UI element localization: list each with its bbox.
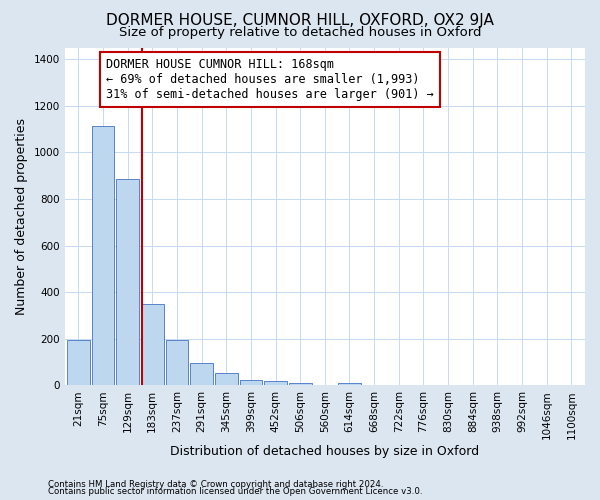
- Text: Size of property relative to detached houses in Oxford: Size of property relative to detached ho…: [119, 26, 481, 39]
- X-axis label: Distribution of detached houses by size in Oxford: Distribution of detached houses by size …: [170, 444, 479, 458]
- Bar: [141, 304, 164, 386]
- Bar: [67, 340, 89, 386]
- Text: DORMER HOUSE CUMNOR HILL: 168sqm
← 69% of detached houses are smaller (1,993)
31: DORMER HOUSE CUMNOR HILL: 168sqm ← 69% o…: [106, 58, 434, 100]
- Bar: [190, 364, 213, 386]
- Bar: [264, 382, 287, 386]
- Bar: [289, 383, 311, 386]
- Bar: [338, 383, 361, 386]
- Y-axis label: Number of detached properties: Number of detached properties: [15, 118, 28, 315]
- Bar: [239, 380, 262, 386]
- Bar: [92, 126, 114, 386]
- Text: DORMER HOUSE, CUMNOR HILL, OXFORD, OX2 9JA: DORMER HOUSE, CUMNOR HILL, OXFORD, OX2 9…: [106, 12, 494, 28]
- Bar: [166, 340, 188, 386]
- Bar: [116, 179, 139, 386]
- Bar: [215, 372, 238, 386]
- Text: Contains HM Land Registry data © Crown copyright and database right 2024.: Contains HM Land Registry data © Crown c…: [48, 480, 383, 489]
- Text: Contains public sector information licensed under the Open Government Licence v3: Contains public sector information licen…: [48, 488, 422, 496]
